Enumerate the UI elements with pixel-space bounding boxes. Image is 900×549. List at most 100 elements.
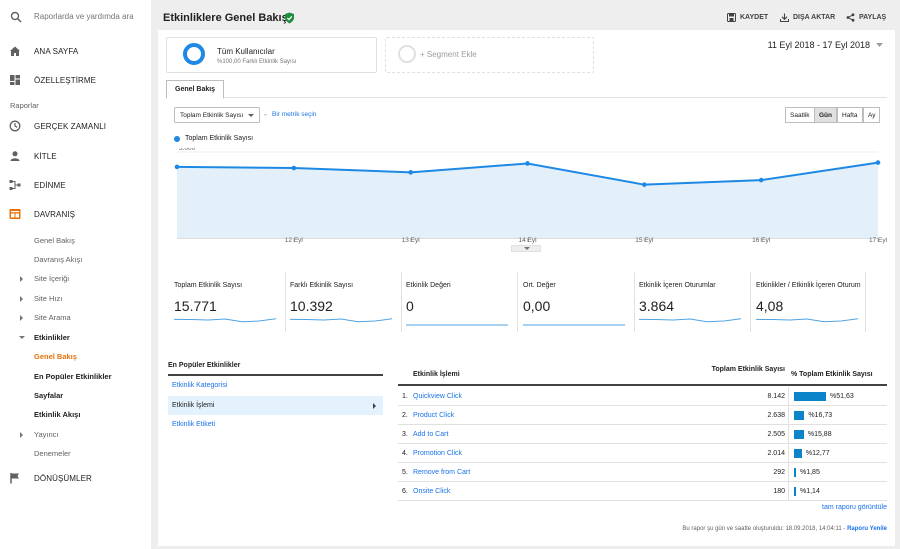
percent-cell: %1,14 — [800, 488, 820, 495]
nav-conversions-label: DÖNÜŞÜMLER — [34, 474, 92, 483]
site-content[interactable]: Site İçeriği — [19, 274, 70, 283]
data-point — [291, 165, 297, 171]
date-range-picker[interactable]: 11 Eyl 2018 - 17 Eyl 2018 — [768, 40, 883, 50]
percent-cell: %1,85 — [800, 469, 820, 476]
select-metric-link[interactable]: Bir metrik seçin — [272, 111, 317, 118]
total-events-cell: 2.638 — [767, 412, 785, 419]
nav-realtime-label: GERÇEK ZAMANLI — [34, 122, 107, 131]
sparkline — [174, 318, 276, 323]
event-action-link[interactable]: Product Click — [413, 412, 455, 419]
publisher[interactable]: Yayıncı — [19, 430, 59, 439]
row-index: 1. — [402, 393, 408, 400]
percent-bar — [794, 392, 826, 401]
dimension-event-label[interactable]: Etkinlik Etiketi — [172, 421, 216, 428]
experiments[interactable]: Denemeler — [34, 449, 71, 458]
date-range-text: 11 Eyl 2018 - 17 Eyl 2018 — [767, 40, 870, 50]
scorecard: Etkinlikler / Etkinlik İçeren Oturum 4,08 — [756, 272, 866, 332]
view-full-report-link[interactable]: tam raporu görüntüle — [822, 504, 887, 511]
table-row: 6. Onsite Click 180 %1,14 — [398, 482, 887, 501]
granularity-month[interactable]: Ay — [863, 107, 881, 123]
segment-ring-icon — [183, 43, 205, 65]
scorecard-label: Farklı Etkinlik Sayısı — [290, 282, 354, 289]
search-input[interactable]: Raporlarda ve yardımda ara — [34, 12, 134, 21]
nav-customization-label: ÖZELLEŞTİRME — [34, 76, 97, 85]
granularity-week[interactable]: Hafta — [837, 107, 863, 123]
metric-selector[interactable]: Toplam Etkinlik Sayısı — [174, 107, 260, 123]
table-row: 4. Promotion Click 2.014 %12,77 — [398, 444, 887, 463]
events-overview[interactable]: Genel Bakış — [34, 352, 77, 361]
nav-realtime[interactable]: GERÇEK ZAMANLI — [0, 112, 151, 140]
data-point — [758, 177, 764, 183]
event-action-link[interactable]: Onsite Click — [413, 488, 451, 495]
cell-divider — [788, 444, 789, 463]
site-speed[interactable]: Site Hızı — [19, 294, 63, 303]
granularity-hourly[interactable]: Saatlik — [785, 107, 815, 123]
tab-overview[interactable]: Genel Bakış — [166, 80, 225, 99]
scorecard: Etkinlik Değeri 0 — [406, 272, 518, 332]
event-action-link[interactable]: Quickview Click — [413, 393, 463, 400]
nav-customization[interactable]: ÖZELLEŞTİRME — [0, 66, 151, 94]
event-action-link[interactable]: Add to Cart — [413, 431, 449, 438]
row-index: 3. — [402, 431, 408, 438]
x-tick-label: 16 Eyl — [752, 237, 771, 244]
dimension-event-action[interactable]: Etkinlik İşlemi — [168, 396, 383, 415]
pages[interactable]: Sayfalar — [34, 391, 64, 400]
cell-divider — [788, 463, 789, 482]
event-action-link[interactable]: Promotion Click — [413, 450, 463, 457]
granularity-day[interactable]: Gün — [814, 107, 837, 123]
segment-all-users[interactable]: Tüm Kullanıcılar %100,00 Farklı Etkinlik… — [166, 37, 377, 73]
nav-behavior[interactable]: DAVRANIŞ — [0, 200, 151, 228]
scorecard: Ort. Değer 0,00 — [523, 272, 635, 332]
scorecard: Farklı Etkinlik Sayısı 10.392 — [290, 272, 402, 332]
col-event-action: Etkinlik İşlemi — [413, 371, 460, 378]
page-header: Etkinliklere Genel Bakış KAYDET DIŞA AKT… — [151, 0, 900, 36]
site-search[interactable]: Site Arama — [20, 313, 71, 322]
chart-collapse-handle[interactable] — [511, 245, 541, 252]
home-icon — [10, 46, 20, 56]
col-total-events-pct: % Toplam Etkinlik Sayısı — [791, 371, 873, 378]
person-icon — [10, 151, 20, 161]
scorecard-label: Toplam Etkinlik Sayısı — [174, 282, 243, 289]
row-index: 4. — [402, 450, 408, 457]
refresh-report-link[interactable]: Raporu Yenile — [847, 526, 887, 532]
chevron-down-icon — [876, 43, 883, 47]
empty-segment-ring-icon — [398, 45, 416, 63]
scorecard-value: 3.864 — [639, 298, 675, 314]
behavior-overview[interactable]: Genel Bakış — [34, 236, 75, 245]
events-flow[interactable]: Etkinlik Akışı — [34, 410, 81, 419]
series-area — [177, 162, 878, 238]
save-button[interactable]: KAYDET — [727, 13, 768, 22]
top-events[interactable]: En Popüler Etkinlikler — [34, 372, 112, 381]
row-index: 2. — [402, 412, 408, 419]
events[interactable]: Etkinlikler — [19, 333, 70, 342]
data-point — [525, 161, 530, 166]
nav-home[interactable]: ANA SAYFA — [0, 37, 151, 65]
add-segment-button[interactable]: + Segment Ekle — [385, 37, 594, 73]
scorecard: Toplam Etkinlik Sayısı 15.771 — [174, 272, 286, 332]
nav-audience[interactable]: KİTLE — [0, 142, 151, 170]
behavior-flow[interactable]: Davranış Akışı — [34, 255, 83, 264]
percent-bar — [794, 487, 796, 496]
search-icon — [10, 11, 22, 23]
cell-divider — [788, 482, 789, 501]
dimension-event-category[interactable]: Etkinlik Kategorisi — [172, 382, 228, 389]
report-card: Tüm Kullanıcılar %100,00 Farklı Etkinlik… — [158, 30, 895, 546]
share-button[interactable]: PAYLAŞ — [846, 13, 886, 22]
x-tick-label: 14 Eyl — [518, 237, 537, 244]
nav-conversions[interactable]: DÖNÜŞÜMLER — [0, 464, 151, 492]
sidebar: Raporlarda ve yardımda ara ANA SAYFA ÖZE… — [0, 0, 151, 549]
nav-acquisition[interactable]: EDİNME — [0, 171, 151, 199]
sparkline — [523, 324, 625, 326]
metric-selector-value: Toplam Etkinlik Sayısı — [180, 112, 244, 119]
search-bar[interactable]: Raporlarda ve yardımda ara — [0, 0, 151, 34]
metric-separator: - — [264, 110, 267, 119]
nav-acquisition-label: EDİNME — [34, 181, 66, 190]
sparkline-path — [639, 318, 741, 323]
nav-home-label: ANA SAYFA — [34, 47, 79, 56]
total-events-cell: 2.014 — [767, 450, 785, 457]
segment-subtext: %100,00 Farklı Etkinlik Sayısı — [217, 59, 297, 65]
sparkline — [406, 324, 508, 326]
export-button[interactable]: DIŞA AKTAR — [780, 13, 835, 22]
y-tick-label: 3.000 — [179, 148, 196, 152]
event-action-link[interactable]: Remove from Cart — [413, 469, 471, 476]
